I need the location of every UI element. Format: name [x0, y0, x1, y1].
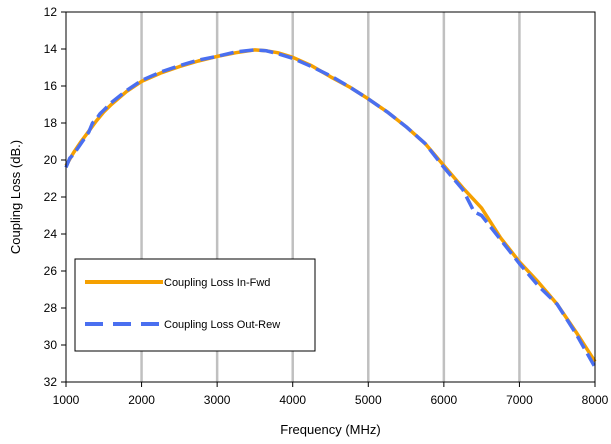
series-lines	[64, 48, 597, 369]
y-tick-label: 18	[44, 116, 58, 130]
x-tick-label: 7000	[506, 393, 533, 407]
x-tick-label: 4000	[279, 393, 306, 407]
x-axis-title: Frequency (MHz)	[280, 422, 380, 437]
y-tick-label: 12	[44, 5, 58, 19]
y-tick-label: 28	[44, 301, 58, 315]
y-axis-ticks: 12 14 16 18 20 22 24 26 28 30 32	[44, 5, 66, 389]
y-tick-label: 22	[44, 190, 58, 204]
legend-label-out-rew: Coupling Loss Out-Rew	[164, 319, 280, 331]
grid-lines	[140, 12, 521, 382]
y-tick-label: 24	[44, 227, 58, 241]
y-axis-title: Coupling Loss (dB.)	[8, 140, 23, 254]
y-tick-label: 16	[44, 79, 58, 93]
x-tick-label: 8000	[582, 393, 609, 407]
x-tick-label: 5000	[355, 393, 382, 407]
x-tick-label: 2000	[128, 393, 155, 407]
y-tick-label: 26	[44, 264, 58, 278]
x-axis-ticks: 1000 2000 3000 4000 5000 6000 7000 8000	[53, 382, 609, 407]
y-tick-label: 30	[44, 338, 58, 352]
y-tick-label: 32	[44, 375, 58, 389]
series-line-out-rew	[64, 48, 597, 369]
y-tick-label: 20	[44, 153, 58, 167]
y-tick-label: 14	[44, 42, 58, 56]
x-tick-label: 3000	[204, 393, 231, 407]
legend-box	[74, 258, 316, 352]
legend-label-in-fwd: Coupling Loss In-Fwd	[164, 277, 270, 289]
x-tick-label: 1000	[53, 393, 80, 407]
x-tick-label: 6000	[431, 393, 458, 407]
legend: Coupling Loss In-Fwd Coupling Loss Out-R…	[74, 258, 316, 352]
